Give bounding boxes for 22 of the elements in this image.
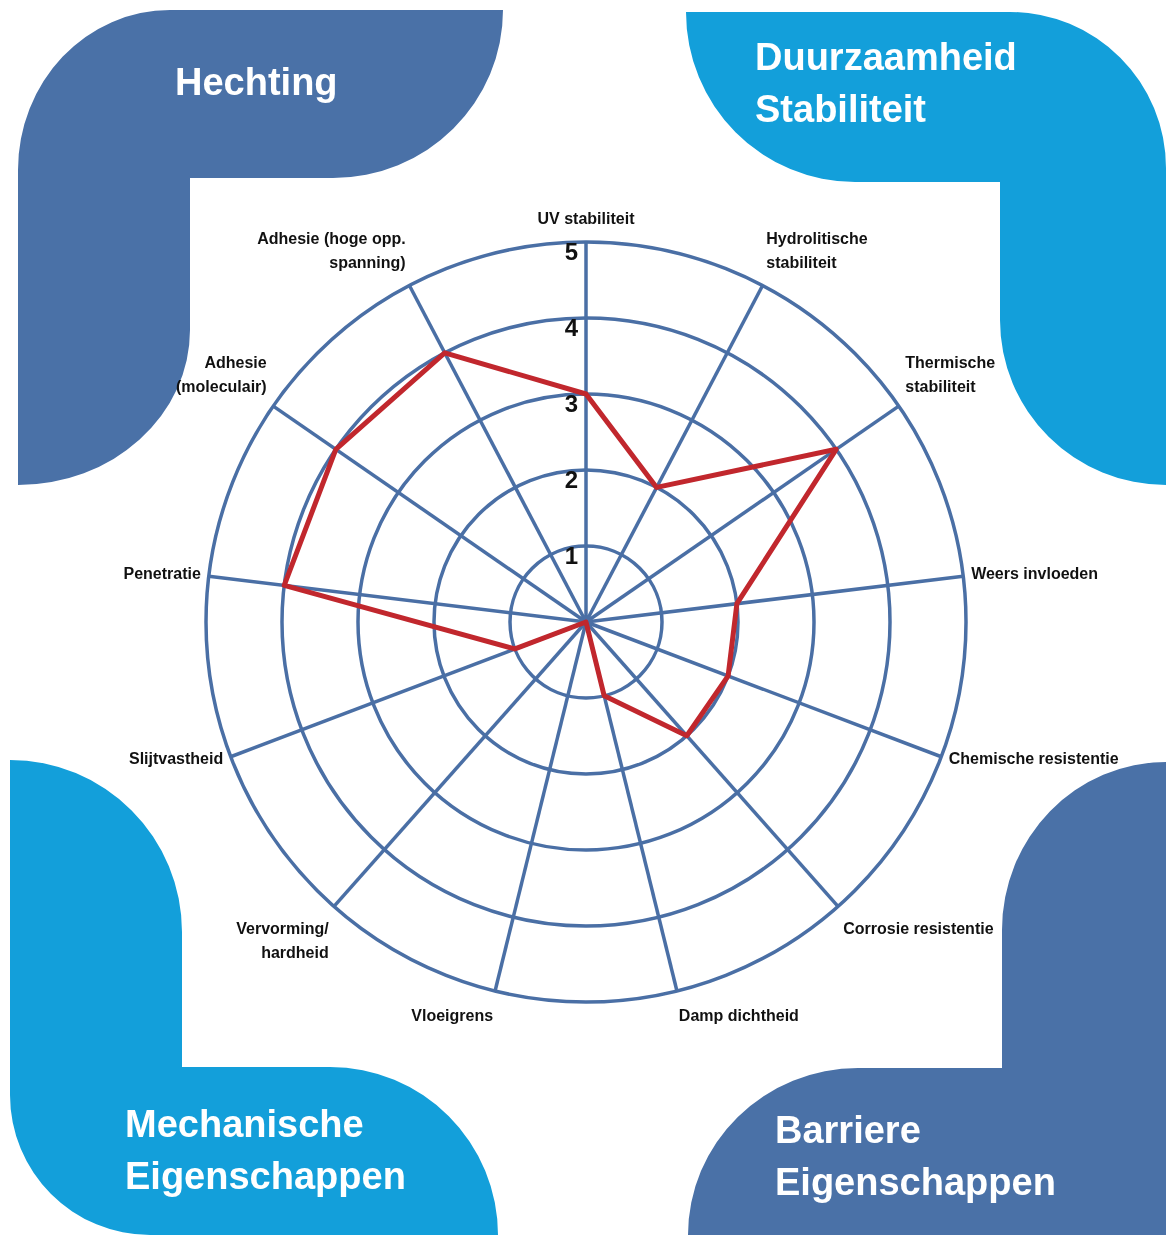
spoke-label: Thermische stabiliteit	[905, 353, 996, 395]
spoke-label: Slijtvastheid	[128, 749, 224, 767]
spoke-label: Adhesie (hoge opp. spanning)	[257, 230, 406, 272]
spoke-label: Chemische resistentie	[948, 749, 1119, 767]
spoke-label: Penetratie	[123, 565, 201, 583]
y-tick-label: 1	[564, 542, 578, 570]
spoke-label: Damp dichtheid	[678, 1006, 799, 1024]
text: Hechting	[175, 61, 338, 103]
y-tick-label: 3	[564, 390, 578, 418]
text: Mechanische Eigenschappen	[125, 1103, 406, 1197]
spoke-label: Corrosie resistentie	[843, 920, 994, 938]
spoke-label: Weers invloeden	[971, 565, 1099, 583]
y-tick-label: 5	[564, 238, 578, 266]
spoke-label: Hydrolitische stabiliteit	[766, 230, 868, 272]
y-tick-label: 2	[564, 466, 578, 494]
text: Duurzaamheid Stabiliteit	[755, 36, 1017, 130]
text: Barriere Eigenschappen	[775, 1109, 1056, 1203]
spoke-label: Vervorming/ hardheid	[236, 920, 330, 962]
y-tick-label: 4	[564, 314, 579, 342]
spoke-label: UV stabiliteit	[537, 210, 636, 227]
spoke-label: Vloeigrens	[411, 1006, 494, 1024]
spoke-label: Adhesie (moleculair)	[175, 353, 267, 395]
